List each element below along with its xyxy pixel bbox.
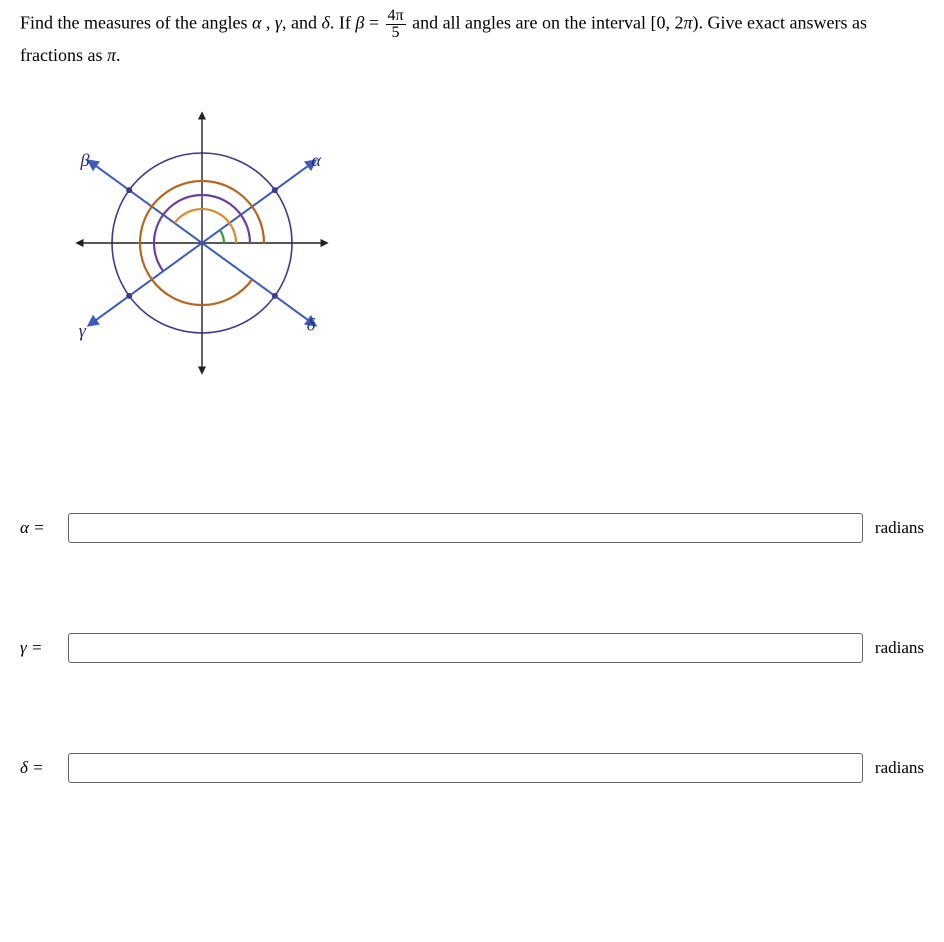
answer-unit-alpha: radians (875, 518, 924, 538)
q-sep3: . If (330, 13, 356, 33)
q-frac-den: 5 (386, 25, 406, 41)
q-eq: = (364, 13, 383, 33)
q-part1: Find the measures of the angles (20, 13, 252, 33)
answer-input-alpha[interactable] (68, 513, 863, 543)
q-part2: and all angles are on the interval [0, 2 (408, 13, 684, 33)
q-gamma: γ (275, 13, 282, 33)
svg-text:γ: γ (79, 320, 87, 340)
answer-label-delta: δ = (20, 758, 68, 778)
svg-text:δ: δ (307, 315, 316, 335)
answer-label-alpha: α = (20, 518, 68, 538)
q-pi2: π (107, 45, 116, 65)
q-frac: 4π5 (386, 8, 406, 41)
diagram-svg: α β γ δ (32, 98, 352, 398)
question-text: Find the measures of the angles α , γ, a… (20, 8, 924, 70)
q-line2: fractions as (20, 45, 107, 65)
answer-unit-gamma: radians (875, 638, 924, 658)
answers-section: α = radians γ = radians δ = radians (20, 513, 924, 783)
answer-input-delta[interactable] (68, 753, 863, 783)
q-sep1: , (261, 13, 275, 33)
answer-row-gamma: γ = radians (20, 633, 924, 663)
q-sep2: , and (282, 13, 322, 33)
q-beta: β (355, 13, 364, 33)
svg-text:α: α (312, 150, 322, 170)
q-alpha: α (252, 13, 261, 33)
unit-circle-diagram: α β γ δ (32, 98, 924, 403)
answer-input-gamma[interactable] (68, 633, 863, 663)
q-part3: ). Give exact answers as (693, 13, 867, 33)
q-frac-num: 4π (386, 8, 406, 25)
answer-row-delta: δ = radians (20, 753, 924, 783)
answer-label-gamma: γ = (20, 638, 68, 658)
q-delta: δ (322, 13, 330, 33)
answer-unit-delta: radians (875, 758, 924, 778)
q-dot: . (116, 45, 121, 65)
q-pi: π (683, 13, 692, 33)
answer-row-alpha: α = radians (20, 513, 924, 543)
svg-text:β: β (79, 150, 89, 170)
